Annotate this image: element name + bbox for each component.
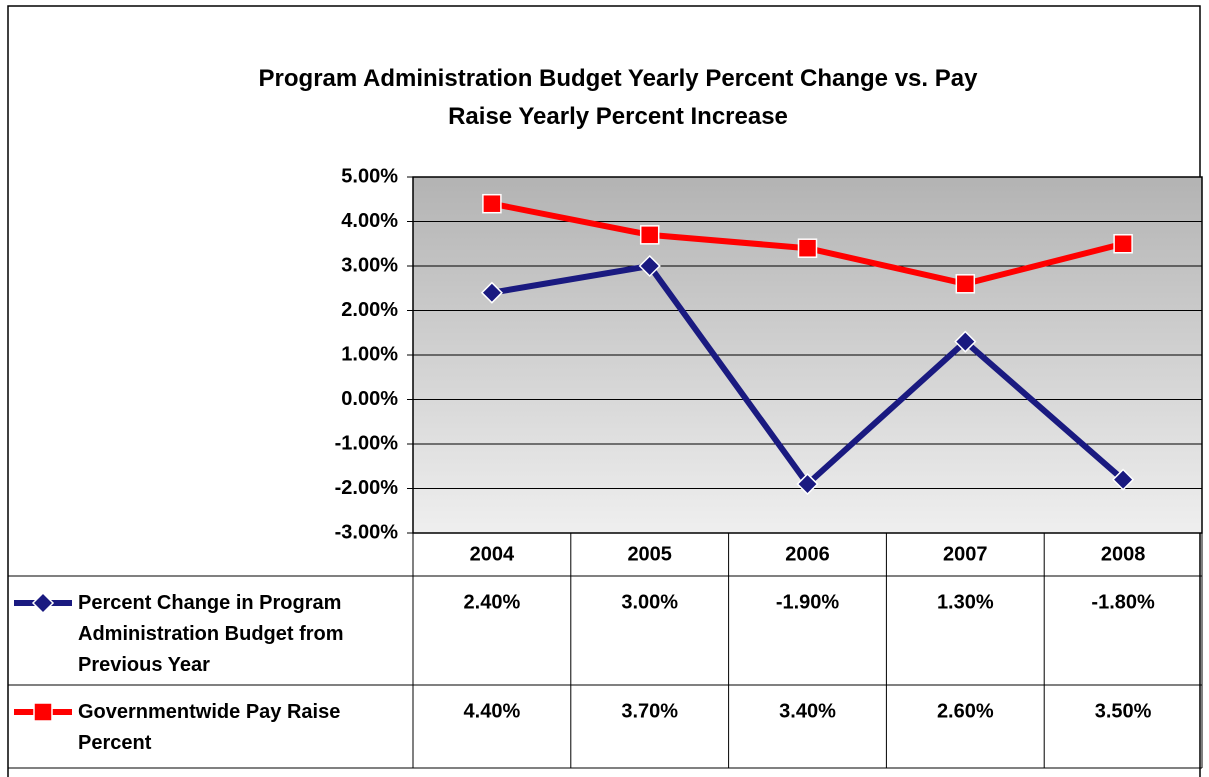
data-point [797,238,818,258]
data-point [482,193,502,214]
data-point [954,330,977,353]
y-tick-label: 1.00% [341,343,398,365]
table-value: -1.90% [776,591,840,613]
legend-label: Percent Change in Program Administration… [78,592,344,676]
x-tick-label: 2008 [1101,543,1146,565]
data-point [1112,468,1135,491]
table-value: 1.30% [937,591,994,613]
legend-key-marker [31,591,55,615]
data-point [796,472,819,496]
x-tick-label: 2004 [470,543,515,565]
chart-title: Program Administration Budget Yearly Per… [258,65,978,130]
data-point [639,225,660,245]
table-value: 3.70% [621,700,678,722]
y-tick-label: 0.00% [341,388,398,410]
table-value: 3.50% [1095,700,1152,722]
legend-label: Governmentwide Pay Raise Percent [78,701,341,754]
y-tick-label: -2.00% [335,477,399,499]
y-tick-label: -3.00% [335,521,399,543]
table-value: 3.00% [621,591,678,613]
table-value: 2.40% [464,591,521,613]
data-point [638,254,661,278]
x-tick-label: 2005 [627,543,672,565]
table-value: 4.40% [464,700,521,722]
x-tick-label: 2006 [785,543,830,565]
data-point [480,281,503,304]
y-tick-label: -1.00% [335,432,399,454]
y-tick-label: 3.00% [341,254,398,276]
y-tick-label: 2.00% [341,299,398,321]
table-value: -1.80% [1091,591,1155,613]
legend-key-marker [33,702,53,722]
y-tick-label: 4.00% [341,210,398,232]
table-value: 2.60% [937,700,994,722]
x-tick-label: 2007 [943,543,988,565]
data-point [1113,234,1133,254]
y-tick-label: 5.00% [341,165,398,187]
data-point [955,274,976,294]
table-value: 3.40% [779,700,836,722]
